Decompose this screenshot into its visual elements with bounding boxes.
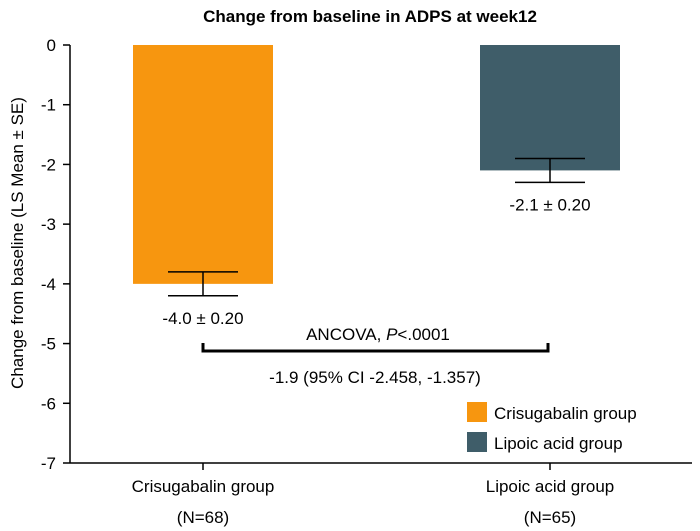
y-tick-label: -6 (41, 394, 56, 413)
bars-layer (133, 45, 620, 284)
data-label: -4.0 ± 0.20 (162, 309, 243, 328)
chart-title: Change from baseline in ADPS at week12 (203, 7, 537, 26)
y-tick-label: -1 (41, 96, 56, 115)
ancova-test: ANCOVA, (306, 325, 386, 344)
legend-swatch (467, 432, 487, 452)
x-category-n: (N=65) (524, 508, 576, 527)
y-tick-label: -4 (41, 275, 56, 294)
comparison-bracket (201, 343, 550, 353)
error-bars-layer (168, 157, 585, 297)
legend-label: Lipoic acid group (494, 434, 623, 453)
y-tick-label: -7 (41, 454, 56, 473)
x-category-label: Lipoic acid group (486, 477, 615, 496)
data-labels-layer: -4.0 ± 0.20 -2.1 ± 0.20 (162, 195, 590, 327)
x-category-n: (N=68) (177, 508, 229, 527)
y-tick-label: -5 (41, 335, 56, 354)
x-categories-layer: Crisugabalin group (N=68) Lipoic acid grou… (132, 463, 615, 527)
x-category-label: Crisugabalin group (132, 477, 275, 496)
y-tick-label: 0 (47, 36, 56, 55)
legend-label: Crisugabalin group (494, 404, 637, 423)
legend-swatch (467, 402, 487, 422)
data-label: -2.1 ± 0.20 (509, 195, 590, 214)
difference-label: -1.9 (95% CI -2.458, -1.357) (269, 368, 481, 387)
bar (133, 45, 273, 284)
ancova-label: ANCOVA, P<.0001 (306, 325, 450, 344)
bar (480, 45, 620, 171)
y-axis-label: Change from baseline (LS Mean ± SE) (8, 97, 27, 389)
y-tick-label: -3 (41, 215, 56, 234)
ancova-p-value: <.0001 (397, 325, 449, 344)
y-tick-label: -2 (41, 155, 56, 174)
legend: Crisugabalin group Lipoic acid group (467, 402, 637, 453)
y-ticks-layer: 0 -1 -2 -3 -4 -5 -6 -7 (41, 36, 70, 473)
ancova-p-symbol: P (386, 325, 398, 344)
